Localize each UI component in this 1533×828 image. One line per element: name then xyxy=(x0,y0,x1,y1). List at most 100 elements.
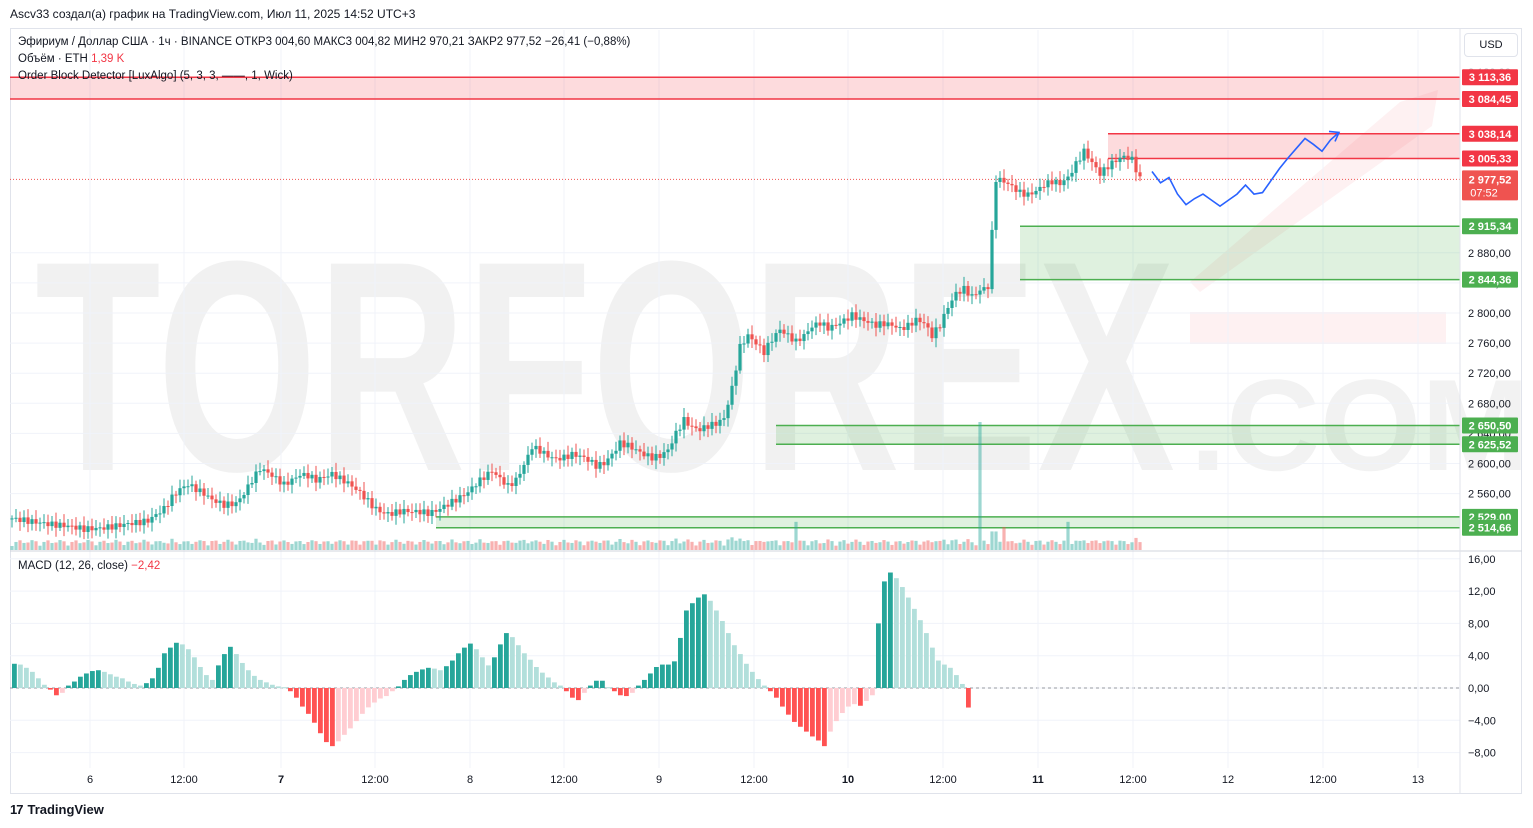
macd-tick-label: −4,00 xyxy=(1468,715,1496,727)
volume-bar xyxy=(162,542,166,550)
volume-bar xyxy=(878,542,882,550)
candle-body xyxy=(670,443,674,450)
volume-bar xyxy=(602,540,606,550)
macd-bar xyxy=(60,688,65,693)
candle-body xyxy=(842,318,846,324)
candle-body xyxy=(62,522,66,528)
price-tick-label: 2 880,00 xyxy=(1468,248,1511,260)
macd-bar xyxy=(726,633,731,688)
candle-body xyxy=(462,495,466,497)
candle-body xyxy=(298,475,302,478)
volume-bar xyxy=(426,541,430,550)
candle-body xyxy=(334,471,338,480)
volume-bar xyxy=(726,539,730,550)
candle-body xyxy=(854,312,858,320)
volume-bar xyxy=(942,539,946,550)
macd-bar xyxy=(150,678,155,688)
candle-body xyxy=(138,519,142,526)
macd-bar xyxy=(552,682,557,688)
candle-body xyxy=(78,525,82,530)
candle-body xyxy=(94,527,98,531)
volume-bar xyxy=(438,541,442,550)
candle-body xyxy=(626,442,630,448)
volume-legend[interactable]: Объём · ETH 1,39 K xyxy=(18,53,124,65)
macd-bar xyxy=(438,670,443,688)
order-block-price-label: 3 005,33 xyxy=(1469,153,1512,165)
volume-bar xyxy=(150,544,154,550)
volume-bar xyxy=(642,541,646,550)
volume-bar xyxy=(378,540,382,550)
symbol-title[interactable]: Эфириум / Доллар США · 1ч · BINANCE xyxy=(18,36,233,48)
macd-legend[interactable]: MACD (12, 26, close) −2,42 xyxy=(18,560,160,572)
candle-body xyxy=(166,506,170,508)
volume-bar xyxy=(718,540,722,550)
volume-bar xyxy=(802,540,806,550)
volume-bar xyxy=(1138,542,1142,550)
candle-body xyxy=(586,456,590,462)
change-value: −26,41 (−0,88%) xyxy=(544,36,631,48)
time-tick-label: 6 xyxy=(87,774,93,786)
candle-body xyxy=(106,524,110,530)
candle-body xyxy=(58,522,62,528)
candle-body xyxy=(1014,185,1018,192)
candle-body xyxy=(766,342,770,356)
volume-bar xyxy=(534,540,538,550)
chart-attribution: Ascv33 создал(а) график на TradingView.c… xyxy=(10,7,416,21)
volume-bar xyxy=(918,544,922,550)
volume-bar xyxy=(390,542,394,550)
candle-body xyxy=(622,440,626,448)
volume-bar xyxy=(442,544,446,550)
tradingview-logo[interactable]: 17 TradingView xyxy=(10,802,104,817)
macd-bar xyxy=(258,679,263,688)
volume-bar xyxy=(1126,544,1130,550)
volume-bar xyxy=(646,540,650,550)
candle-body xyxy=(446,504,450,507)
macd-bar xyxy=(558,685,563,688)
candle-body xyxy=(994,181,998,230)
candle-body xyxy=(682,417,686,430)
currency-button[interactable]: USD xyxy=(1464,33,1518,57)
volume-bar xyxy=(154,541,158,550)
candle-body xyxy=(226,501,230,508)
candle-body xyxy=(1134,156,1138,173)
volume-bar xyxy=(982,540,986,550)
macd-bar xyxy=(678,637,683,688)
candle-body xyxy=(658,453,662,458)
macd-bar xyxy=(264,682,269,688)
macd-bar xyxy=(306,688,311,714)
volume-bar xyxy=(1118,540,1122,550)
volume-bar xyxy=(302,544,306,550)
volume-bar xyxy=(346,544,350,550)
macd-histogram xyxy=(12,572,971,747)
axes: 2 560,002 600,002 640,002 680,002 720,00… xyxy=(10,28,1522,794)
candle-body xyxy=(558,457,562,461)
volume-bar xyxy=(70,541,74,550)
candle-body xyxy=(314,474,318,483)
volume-bar xyxy=(98,541,102,550)
macd-bar xyxy=(456,653,461,688)
candle-body xyxy=(50,521,54,527)
candle-body xyxy=(554,457,558,459)
macd-bar xyxy=(300,688,305,707)
volume-bar xyxy=(570,542,574,550)
macd-bar xyxy=(792,688,797,722)
candle-body xyxy=(1038,186,1042,191)
candle-body xyxy=(1066,176,1070,181)
volume-bar xyxy=(562,539,566,550)
candle-body xyxy=(870,321,874,323)
macd-bar xyxy=(372,688,377,703)
volume-bar xyxy=(758,540,762,550)
candle-body xyxy=(746,334,750,344)
macd-bar xyxy=(708,600,713,688)
candle-body xyxy=(1030,192,1034,195)
macd-bar xyxy=(648,673,653,688)
volume-bar xyxy=(750,544,754,550)
order-block-price-label: 3 084,45 xyxy=(1469,94,1512,106)
macd-bar xyxy=(192,657,197,688)
volume-bar xyxy=(258,542,262,550)
order-block-price-label: 2 915,34 xyxy=(1469,221,1513,233)
volume-bar xyxy=(38,545,42,550)
volume-bar xyxy=(622,542,626,550)
indicator-legend[interactable]: Order Block Detector [LuxAlgo] (5, 3, 3,… xyxy=(18,70,293,82)
